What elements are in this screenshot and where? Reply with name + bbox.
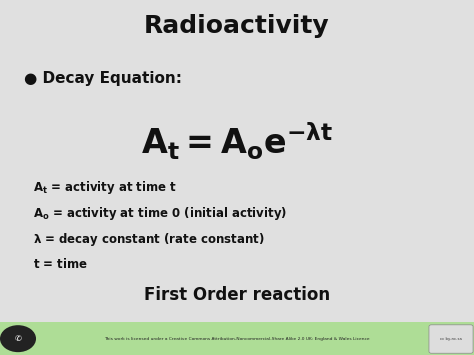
Text: $\mathbf{A_t = A_o e^{-\lambda t}}$: $\mathbf{A_t = A_o e^{-\lambda t}}$ xyxy=(141,121,333,162)
FancyBboxPatch shape xyxy=(0,322,474,355)
Circle shape xyxy=(0,325,36,352)
FancyBboxPatch shape xyxy=(429,325,473,353)
Text: First Order reaction: First Order reaction xyxy=(144,286,330,304)
Text: ● Decay Equation:: ● Decay Equation: xyxy=(24,71,182,86)
Text: ✆: ✆ xyxy=(15,334,21,343)
Text: $\mathbf{A_t}$ = activity at time t: $\mathbf{A_t}$ = activity at time t xyxy=(33,179,177,196)
Text: $\mathbf{t}$ = time: $\mathbf{t}$ = time xyxy=(33,257,88,271)
Text: $\mathbf{A_o}$ = activity at time 0 (initial activity): $\mathbf{A_o}$ = activity at time 0 (ini… xyxy=(33,205,287,222)
Text: $\mathbf{\lambda}$ = decay constant (rate constant): $\mathbf{\lambda}$ = decay constant (rat… xyxy=(33,231,265,248)
Text: cc by-nc-sa: cc by-nc-sa xyxy=(440,337,462,341)
Text: This work is licensed under a Creative Commons Attribution-Noncommercial-Share A: This work is licensed under a Creative C… xyxy=(104,337,370,341)
Text: Radioactivity: Radioactivity xyxy=(144,14,330,38)
